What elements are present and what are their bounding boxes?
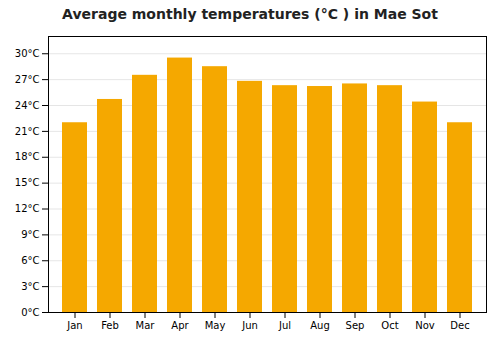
svg-text:3°C: 3°C <box>21 281 39 292</box>
svg-text:Jun: Jun <box>241 320 258 331</box>
svg-text:15°C: 15°C <box>15 177 40 188</box>
svg-text:Jan: Jan <box>66 320 82 331</box>
svg-text:Feb: Feb <box>101 320 119 331</box>
svg-text:Dec: Dec <box>450 320 469 331</box>
svg-text:Sep: Sep <box>346 320 365 331</box>
svg-text:Apr: Apr <box>171 320 189 331</box>
svg-text:Jul: Jul <box>278 320 291 331</box>
svg-text:Nov: Nov <box>415 320 435 331</box>
svg-text:9°C: 9°C <box>21 229 39 240</box>
svg-text:30°C: 30°C <box>15 48 40 59</box>
svg-text:6°C: 6°C <box>21 255 39 266</box>
svg-text:18°C: 18°C <box>15 151 40 162</box>
svg-text:May: May <box>205 320 226 331</box>
svg-text:Mar: Mar <box>136 320 156 331</box>
html-text:Average monthly temperatures (: Average monthly temperatures (°C ) in Ma… <box>62 6 438 22</box>
svg-text:21°C: 21°C <box>15 126 40 137</box>
svg-text:0°C: 0°C <box>21 307 39 318</box>
svg-text:27°C: 27°C <box>15 74 40 85</box>
svg-text:Oct: Oct <box>381 320 398 331</box>
svg-text:Aug: Aug <box>310 320 330 331</box>
svg-text:12°C: 12°C <box>15 203 40 214</box>
svg-text:24°C: 24°C <box>15 100 40 111</box>
